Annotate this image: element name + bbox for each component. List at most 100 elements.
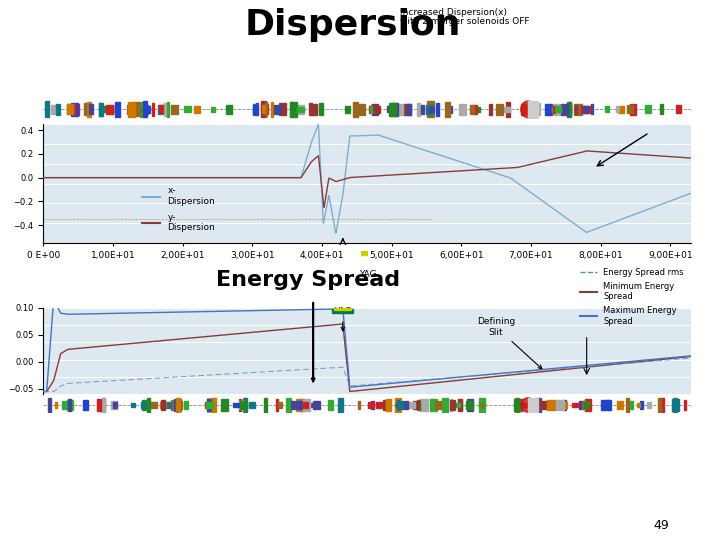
Bar — [261, 102, 266, 117]
Bar — [339, 401, 342, 409]
Bar — [161, 106, 167, 112]
Bar — [239, 399, 241, 411]
Bar — [523, 105, 526, 114]
Bar — [368, 402, 374, 408]
Bar — [102, 398, 105, 412]
Bar — [147, 399, 150, 411]
Bar — [371, 105, 378, 113]
Bar — [333, 309, 354, 313]
Text: YAG: YAG — [359, 270, 377, 279]
Bar — [71, 103, 78, 116]
Bar — [389, 103, 397, 116]
Bar — [645, 105, 652, 113]
Bar — [417, 400, 420, 410]
Bar — [127, 105, 133, 114]
Bar — [585, 399, 591, 411]
Bar — [271, 106, 277, 112]
Bar — [113, 402, 117, 408]
Bar — [672, 399, 678, 411]
Bar — [569, 103, 571, 116]
Bar — [99, 103, 103, 116]
Bar — [220, 399, 228, 411]
Bar — [184, 106, 191, 112]
Bar — [48, 398, 50, 412]
Bar — [207, 399, 214, 411]
Bar — [528, 398, 538, 412]
Bar — [515, 399, 518, 411]
Bar — [298, 105, 304, 114]
Bar — [279, 104, 286, 115]
Bar — [55, 402, 57, 408]
Bar — [253, 105, 257, 114]
Bar — [311, 104, 317, 114]
Bar — [369, 106, 372, 113]
Bar — [591, 104, 593, 114]
Bar — [451, 400, 455, 410]
Text: Increased Dispersion(x): Increased Dispersion(x) — [400, 8, 507, 17]
Bar — [287, 400, 290, 410]
Bar — [568, 103, 571, 116]
Bar — [585, 402, 589, 408]
Bar — [253, 104, 257, 115]
Bar — [159, 105, 163, 113]
Bar — [421, 105, 424, 114]
Bar — [165, 402, 171, 408]
Bar — [458, 399, 462, 411]
Bar — [174, 399, 181, 411]
Bar — [133, 103, 140, 116]
Bar — [372, 104, 378, 115]
Bar — [244, 398, 248, 412]
Bar — [517, 403, 524, 407]
Bar — [180, 401, 182, 409]
Bar — [556, 402, 558, 408]
Bar — [358, 401, 360, 409]
Bar — [630, 104, 636, 115]
Bar — [206, 402, 213, 408]
Bar — [601, 400, 608, 410]
Bar — [142, 400, 148, 410]
Bar — [618, 401, 623, 409]
Bar — [68, 106, 73, 112]
Bar — [45, 102, 49, 117]
Text: Dispersion: Dispersion — [245, 8, 462, 42]
Bar — [658, 399, 661, 411]
Bar — [547, 400, 554, 410]
Bar — [430, 399, 436, 411]
Bar — [111, 401, 117, 409]
Bar — [395, 398, 400, 412]
Bar — [262, 105, 265, 113]
Bar — [563, 400, 567, 410]
Bar — [504, 107, 510, 112]
Bar — [279, 402, 282, 408]
Bar — [395, 402, 401, 408]
Bar — [73, 104, 79, 115]
Bar — [575, 104, 582, 115]
Bar — [319, 103, 323, 116]
Bar — [290, 102, 297, 117]
Bar — [581, 105, 586, 113]
Bar — [264, 398, 266, 412]
Bar — [541, 402, 543, 408]
Bar — [575, 105, 577, 113]
Bar — [149, 402, 157, 408]
Bar — [114, 102, 120, 117]
Bar — [386, 400, 389, 410]
Bar — [271, 102, 274, 117]
Bar — [481, 403, 483, 407]
Bar — [567, 102, 571, 117]
Bar — [496, 104, 503, 114]
Bar — [152, 103, 154, 116]
Bar — [62, 401, 69, 409]
Bar — [442, 399, 448, 411]
Bar — [526, 403, 528, 407]
Bar — [361, 251, 368, 255]
Bar — [473, 105, 477, 114]
Bar — [607, 400, 611, 410]
Bar — [408, 402, 415, 408]
Bar — [528, 101, 538, 118]
Bar — [164, 103, 168, 116]
Bar — [407, 104, 411, 115]
Bar — [302, 402, 308, 408]
Bar — [426, 102, 433, 117]
Bar — [553, 106, 555, 113]
